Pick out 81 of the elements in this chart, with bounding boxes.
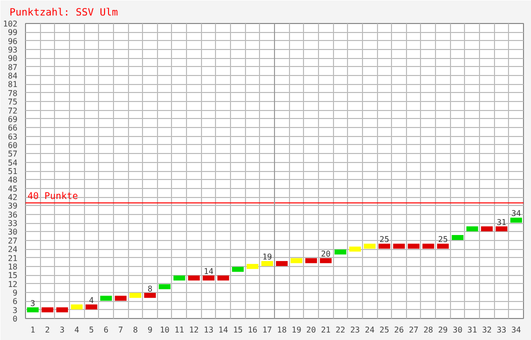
data-label: 20 xyxy=(320,250,331,259)
x-tick-label: 30 xyxy=(452,326,463,334)
data-label: 14 xyxy=(204,267,214,276)
y-tick-label: 15 xyxy=(8,271,18,280)
x-tick-label: 25 xyxy=(380,326,390,334)
data-label: 34 xyxy=(511,209,522,218)
y-tick-label: 12 xyxy=(8,280,18,289)
x-tick-label: 32 xyxy=(482,326,492,334)
x-tick-label: 2 xyxy=(45,326,50,334)
x-tick-label: 17 xyxy=(262,326,272,334)
y-tick-label: 99 xyxy=(8,28,18,38)
chart-title: Punktzahl: SSV Ulm xyxy=(10,8,118,18)
data-label: 19 xyxy=(262,252,272,262)
x-tick-label: 5 xyxy=(89,326,94,334)
y-tick-label: 57 xyxy=(8,150,18,159)
data-label: 25 xyxy=(380,235,390,244)
x-tick-label: 24 xyxy=(364,326,375,334)
y-tick-label: 18 xyxy=(8,262,18,272)
y-tick-label: 93 xyxy=(8,46,18,55)
x-tick-label: 6 xyxy=(104,326,109,334)
x-tick-label: 21 xyxy=(320,326,331,334)
x-tick-label: 33 xyxy=(496,326,507,334)
y-tick-label: 39 xyxy=(8,202,18,211)
x-tick-label: 18 xyxy=(277,326,287,334)
y-tick-label: 3 xyxy=(12,306,18,315)
x-tick-label: 34 xyxy=(511,326,522,334)
y-tick-label: 78 xyxy=(8,88,18,98)
y-tick-label: 66 xyxy=(8,124,18,133)
y-tick-label: 102 xyxy=(3,20,18,28)
x-tick-label: 3 xyxy=(60,326,65,334)
x-tick-label: 29 xyxy=(438,326,448,334)
y-tick-label: 42 xyxy=(8,193,18,202)
y-tick-label: 45 xyxy=(8,184,18,194)
y-tick-label: 48 xyxy=(8,176,18,185)
y-tick-label: 72 xyxy=(8,106,18,116)
y-tick-label: 6 xyxy=(12,297,18,306)
y-tick-label: 87 xyxy=(8,62,18,72)
y-tick-label: 51 xyxy=(8,167,18,176)
y-tick-label: 75 xyxy=(8,98,18,107)
y-tick-label: 30 xyxy=(8,228,18,237)
data-label: 3 xyxy=(30,298,36,308)
x-tick-label: 27 xyxy=(408,326,419,334)
x-tick-label: 22 xyxy=(336,326,346,334)
x-tick-label: 20 xyxy=(306,326,316,334)
y-tick-label: 54 xyxy=(8,158,18,168)
y-tick-label: 27 xyxy=(8,236,18,246)
x-tick-label: 15 xyxy=(233,326,243,334)
x-tick-label: 12 xyxy=(189,326,199,334)
data-label: 31 xyxy=(496,218,507,227)
data-label: 8 xyxy=(148,284,153,294)
y-tick-label: 63 xyxy=(8,132,18,142)
x-tick-label: 8 xyxy=(132,326,138,334)
x-tick-label: 16 xyxy=(248,326,258,334)
x-tick-label: 11 xyxy=(174,326,184,334)
x-tick-label: 9 xyxy=(148,326,153,334)
y-tick-label: 90 xyxy=(8,54,18,64)
x-tick-label: 28 xyxy=(423,326,434,334)
y-tick-label: 33 xyxy=(8,219,18,228)
x-tick-label: 23 xyxy=(350,326,360,334)
x-tick-label: 31 xyxy=(467,326,478,334)
y-tick-label: 60 xyxy=(8,140,18,150)
x-tick-label: 13 xyxy=(204,326,214,334)
x-tick-label: 1 xyxy=(30,326,36,334)
y-tick-label: 36 xyxy=(8,210,18,220)
y-tick-label: 21 xyxy=(8,254,18,263)
ref-line-label: 40 Punkte xyxy=(28,190,78,202)
y-tick-label: 96 xyxy=(8,36,18,46)
y-tick-label: 9 xyxy=(12,288,18,298)
y-tick-label: 81 xyxy=(8,80,18,90)
data-label: 25 xyxy=(438,235,448,244)
x-tick-label: 19 xyxy=(292,326,302,334)
x-tick-label: 10 xyxy=(160,326,170,334)
x-tick-label: 14 xyxy=(218,326,228,334)
y-tick-label: 0 xyxy=(12,314,18,324)
x-tick-label: 7 xyxy=(118,326,124,334)
data-label: 4 xyxy=(89,296,94,305)
y-tick-label: 24 xyxy=(8,245,18,254)
y-tick-label: 84 xyxy=(8,72,18,81)
x-tick-label: 26 xyxy=(394,326,404,334)
y-tick-label: 69 xyxy=(8,114,18,124)
x-tick-label: 4 xyxy=(74,326,80,334)
